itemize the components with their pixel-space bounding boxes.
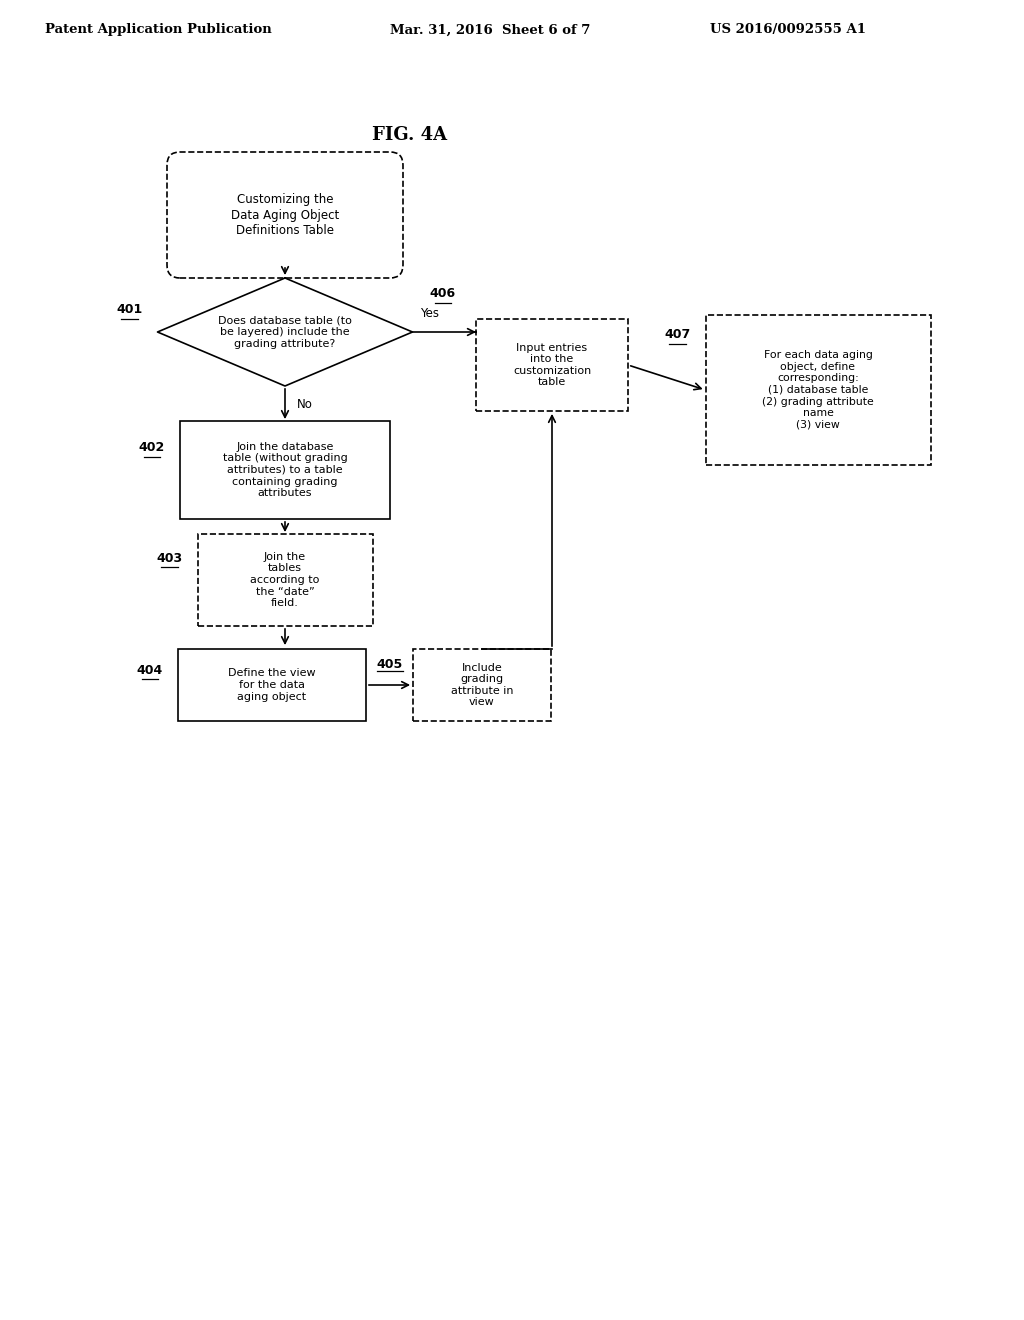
- Bar: [198, 535, 373, 626]
- Text: For each data aging
object, define
corresponding:
(1) database table
(2) grading: For each data aging object, define corre…: [762, 350, 873, 430]
- Text: FIG. 4A: FIG. 4A: [373, 125, 447, 144]
- Text: 406: 406: [430, 288, 456, 301]
- Bar: [180, 421, 390, 519]
- Text: 403: 403: [157, 552, 182, 565]
- Text: 402: 402: [139, 441, 165, 454]
- Text: 401: 401: [117, 304, 142, 317]
- Text: Join the database
table (without grading
attributes) to a table
containing gradi: Join the database table (without grading…: [222, 442, 347, 498]
- Bar: [413, 649, 551, 721]
- Bar: [476, 319, 628, 411]
- Text: Mar. 31, 2016  Sheet 6 of 7: Mar. 31, 2016 Sheet 6 of 7: [390, 24, 591, 37]
- Text: Join the
tables
according to
the “date”
field.: Join the tables according to the “date” …: [250, 552, 319, 609]
- Text: Define the view
for the data
aging object: Define the view for the data aging objec…: [228, 668, 315, 702]
- Text: Include
grading
attribute in
view: Include grading attribute in view: [451, 663, 513, 708]
- Text: No: No: [297, 399, 313, 411]
- Text: 407: 407: [665, 329, 690, 342]
- Bar: [178, 649, 366, 721]
- Text: Yes: Yes: [421, 308, 439, 319]
- Text: 405: 405: [377, 657, 402, 671]
- Text: Input entries
into the
customization
table: Input entries into the customization tab…: [513, 343, 591, 387]
- Text: Customizing the
Data Aging Object
Definitions Table: Customizing the Data Aging Object Defini…: [230, 194, 339, 236]
- Bar: [706, 315, 931, 465]
- Text: US 2016/0092555 A1: US 2016/0092555 A1: [710, 24, 866, 37]
- Text: Patent Application Publication: Patent Application Publication: [45, 24, 271, 37]
- Text: 404: 404: [137, 664, 163, 676]
- FancyBboxPatch shape: [167, 152, 403, 279]
- Text: Does database table (to
be layered) include the
grading attribute?: Does database table (to be layered) incl…: [218, 315, 352, 348]
